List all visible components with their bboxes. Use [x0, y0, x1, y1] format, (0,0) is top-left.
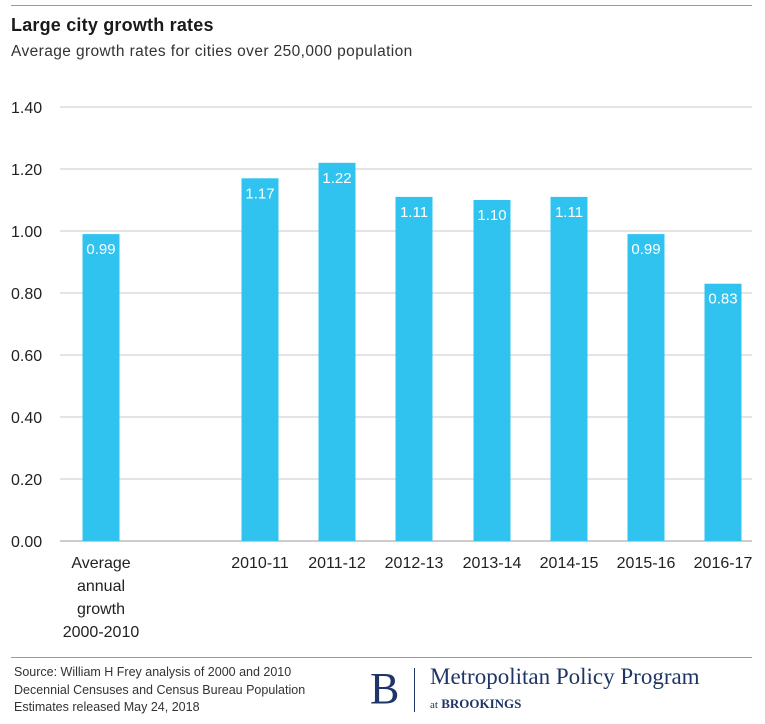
affiliation-org: BROOKINGS — [441, 696, 522, 711]
x-category-label: 2016-17 — [694, 555, 753, 572]
bar-value-label: 1.22 — [322, 170, 351, 187]
bar — [627, 234, 665, 541]
x-category-label: annual — [77, 578, 125, 595]
source-line-2: Decennial Censuses and Census Bureau Pop… — [14, 682, 306, 697]
bar — [82, 234, 120, 541]
y-tick-label: 0.20 — [11, 472, 42, 489]
y-tick-label: 1.00 — [11, 224, 42, 241]
y-tick-label: 0.80 — [11, 286, 42, 303]
chart-subtitle: Average growth rates for cities over 250… — [11, 43, 413, 60]
bar-value-label: 1.11 — [555, 204, 583, 221]
bar — [704, 283, 742, 541]
brookings-logo: B Metropolitan Policy Program at BROOKIN… — [370, 664, 750, 716]
bar-value-label: 1.17 — [245, 185, 274, 202]
source-note: Source: William H Frey analysis of 2000 … — [14, 664, 354, 717]
bar — [241, 178, 279, 542]
x-category-label: growth — [77, 601, 125, 618]
y-tick-label: 0.60 — [11, 348, 42, 365]
x-category-label: 2000-2010 — [63, 624, 140, 641]
bar-value-label: 1.11 — [400, 204, 428, 221]
x-category-label: 2011-12 — [308, 555, 366, 572]
bar-value-label: 1.10 — [477, 207, 506, 224]
y-tick-label: 0.40 — [11, 410, 42, 427]
y-tick-label: 0.00 — [11, 534, 42, 551]
x-category-label: 2014-15 — [540, 555, 599, 572]
logo-divider — [414, 668, 415, 712]
bar-value-label: 0.99 — [631, 241, 660, 258]
bar — [318, 162, 356, 542]
x-category-label: 2012-13 — [385, 555, 444, 572]
bar — [395, 196, 433, 541]
bottom-rule — [11, 657, 752, 658]
source-line-3: Estimates released May 24, 2018 — [14, 700, 200, 714]
brookings-b-mark: B — [370, 664, 400, 713]
bar — [550, 196, 588, 541]
x-category-label: 2010-11 — [231, 555, 289, 572]
bar-chart: 0.00 0.20 0.40 0.60 0.80 1.00 1.20 1.40 0.99 Aver… — [11, 100, 753, 641]
y-tick-label: 1.20 — [11, 162, 42, 179]
affiliation-prefix: at — [430, 699, 438, 711]
bar-value-label: 0.83 — [708, 291, 737, 308]
source-line-1: Source: William H Frey analysis of 2000 … — [14, 665, 292, 679]
x-category-label: 2015-16 — [617, 555, 676, 572]
x-category-label: Average — [71, 555, 130, 572]
bar — [473, 200, 511, 541]
program-name: Metropolitan Policy Program — [430, 664, 700, 689]
x-category-label: 2013-14 — [463, 555, 522, 572]
top-rule — [11, 5, 752, 6]
program-affiliation: at BROOKINGS — [430, 696, 521, 712]
chart-title: Large city growth rates — [11, 15, 214, 35]
bar-value-label: 0.99 — [86, 241, 115, 258]
y-tick-label: 1.40 — [11, 100, 42, 117]
